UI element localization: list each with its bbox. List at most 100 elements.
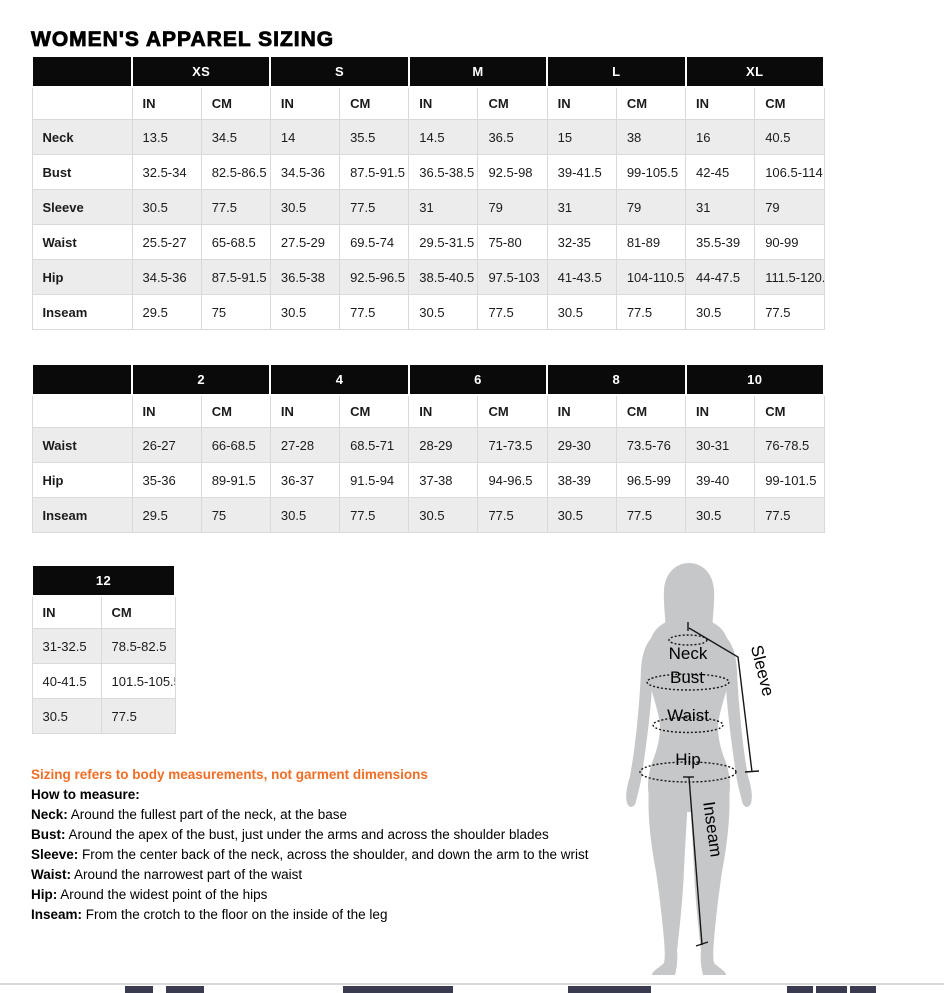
table-corner-cell [31, 363, 133, 396]
value-cell: 42-45 [684, 154, 756, 190]
measure-note: Hip: Around the widest point of the hips [31, 887, 268, 902]
value-cell: 78.5-82.5 [100, 628, 176, 664]
value-cell: 14 [269, 119, 341, 155]
unit-header-cell: IN [31, 595, 102, 629]
size-header-cell-s: S [269, 55, 410, 88]
row-label: Inseam [31, 294, 133, 330]
table-row: Inseam 29.5 75 30.5 77.5 30.5 77.5 30.5 77.5 30.5… [31, 294, 825, 330]
unit-header-cell: IN [131, 394, 202, 428]
value-cell: 30-31 [684, 427, 756, 463]
value-cell: 29.5 [131, 294, 202, 330]
neck-measure-ellipse [668, 634, 708, 646]
value-cell: 65-68.5 [200, 224, 271, 260]
measure-term: Inseam: [31, 907, 83, 922]
value-cell: 15 [546, 119, 617, 155]
size-header-row: 12 [31, 564, 176, 597]
units-header-row: IN CM IN CM IN CM IN CM IN CM [31, 394, 825, 428]
value-cell: 77.5 [339, 497, 410, 533]
figure-label-bust: Bust [670, 668, 704, 687]
value-cell: 77.5 [477, 497, 548, 533]
value-cell: 36.5 [477, 119, 548, 155]
value-cell: 91.5-94 [339, 462, 410, 498]
value-cell: 36.5-38 [269, 259, 341, 295]
value-cell: 76-78.5 [754, 427, 825, 463]
sizing-table-numeric-sizes: 2 4 6 8 10 IN CM IN CM IN CM IN CM IN CM Waist 26-27 66-6… [31, 363, 825, 533]
value-cell: 44-47.5 [684, 259, 756, 295]
size-header-cell-8: 8 [546, 363, 687, 396]
unit-header-cell: CM [339, 86, 410, 120]
value-cell: 79 [754, 189, 825, 225]
unit-header-cell: CM [754, 86, 825, 120]
value-cell: 35.5 [339, 119, 410, 155]
value-cell: 39-41.5 [546, 154, 617, 190]
table-row: Hip 34.5-36 87.5-91.5 36.5-38 92.5-96.5 38.5-… [31, 259, 825, 295]
value-cell: 77.5 [477, 294, 548, 330]
silhouette-left-arm [626, 636, 653, 807]
units-empty-cell [31, 394, 133, 428]
value-cell: 30.5 [408, 294, 479, 330]
value-cell: 77.5 [100, 698, 176, 734]
value-cell: 28-29 [408, 427, 479, 463]
figure-label-sleeve: Sleeve [747, 643, 776, 698]
table-row: Inseam 29.5 75 30.5 77.5 30.5 77.5 30.5 77.5 30.5… [31, 497, 825, 533]
row-label: Inseam [31, 497, 133, 533]
waist-measure-ellipse [652, 716, 724, 734]
value-cell: 31 [684, 189, 756, 225]
inseam-end-tick [695, 941, 709, 947]
value-cell: 35-36 [131, 462, 202, 498]
size-header-cell-l: L [546, 55, 687, 88]
sleeve-measure-line [688, 627, 753, 773]
value-cell: 27-28 [269, 427, 341, 463]
unit-header-cell: CM [477, 86, 548, 120]
measure-notes: Sizing refers to body measurements, not … [31, 765, 591, 925]
unit-header-cell: IN [269, 86, 341, 120]
size-header-cell-4: 4 [269, 363, 410, 396]
value-cell: 104-110.5 [615, 259, 687, 295]
measure-note: Bust: Around the apex of the bust, just … [31, 827, 549, 842]
value-cell: 77.5 [754, 294, 825, 330]
sizing-table-letter-sizes: XS S M L XL IN CM IN CM IN CM IN CM IN CM Neck 13.5 34.5 1… [31, 55, 825, 330]
value-cell: 71-73.5 [477, 427, 548, 463]
value-cell: 96.5-99 [615, 462, 687, 498]
value-cell: 31 [546, 189, 617, 225]
measure-term: Waist: [31, 867, 71, 882]
value-cell: 30.5 [546, 497, 617, 533]
figure-label-neck: Neck [669, 644, 708, 663]
inseam-measure-line [688, 776, 703, 946]
unit-header-cell: CM [200, 394, 271, 428]
value-cell: 75 [200, 294, 271, 330]
silhouette-right-leg [690, 786, 730, 975]
value-cell: 92.5-98 [477, 154, 548, 190]
value-cell: 75-80 [477, 224, 548, 260]
value-cell: 106.5-114 [754, 154, 825, 190]
unit-header-cell: IN [546, 394, 617, 428]
size-header-row: XS S M L XL [31, 55, 825, 88]
value-cell: 34.5 [200, 119, 271, 155]
cutoff-table-header-segment [787, 986, 813, 993]
bust-measure-ellipse [646, 673, 730, 691]
bottom-divider-line [0, 983, 944, 985]
value-cell: 30.5 [546, 294, 617, 330]
size-header-cell-m: M [407, 55, 549, 88]
unit-header-cell: CM [200, 86, 271, 120]
value-cell: 30.5 [31, 698, 102, 734]
value-cell: 27.5-29 [269, 224, 341, 260]
row-label: Bust [31, 154, 133, 190]
sizing-warning-text: Sizing refers to body measurements, not … [31, 767, 428, 782]
row-label: Sleeve [31, 189, 133, 225]
unit-header-cell: CM [477, 394, 548, 428]
value-cell: 82.5-86.5 [200, 154, 271, 190]
value-cell: 101.5-105.5 [100, 663, 176, 699]
row-label: Hip [31, 259, 133, 295]
value-cell: 16 [684, 119, 756, 155]
sleeve-end-tick [744, 770, 760, 773]
measure-notes-list: Neck: Around the fullest part of the nec… [31, 805, 591, 925]
value-cell: 77.5 [754, 497, 825, 533]
table-row: Hip 35-36 89-91.5 36-37 91.5-94 37-38 94-96.5 3… [31, 462, 825, 498]
measure-term: Hip: [31, 887, 58, 902]
value-cell: 26-27 [131, 427, 202, 463]
measure-term: Sleeve: [31, 847, 79, 862]
value-cell: 30.5 [269, 189, 341, 225]
value-cell: 31-32.5 [31, 628, 102, 664]
value-cell: 40.5 [754, 119, 825, 155]
